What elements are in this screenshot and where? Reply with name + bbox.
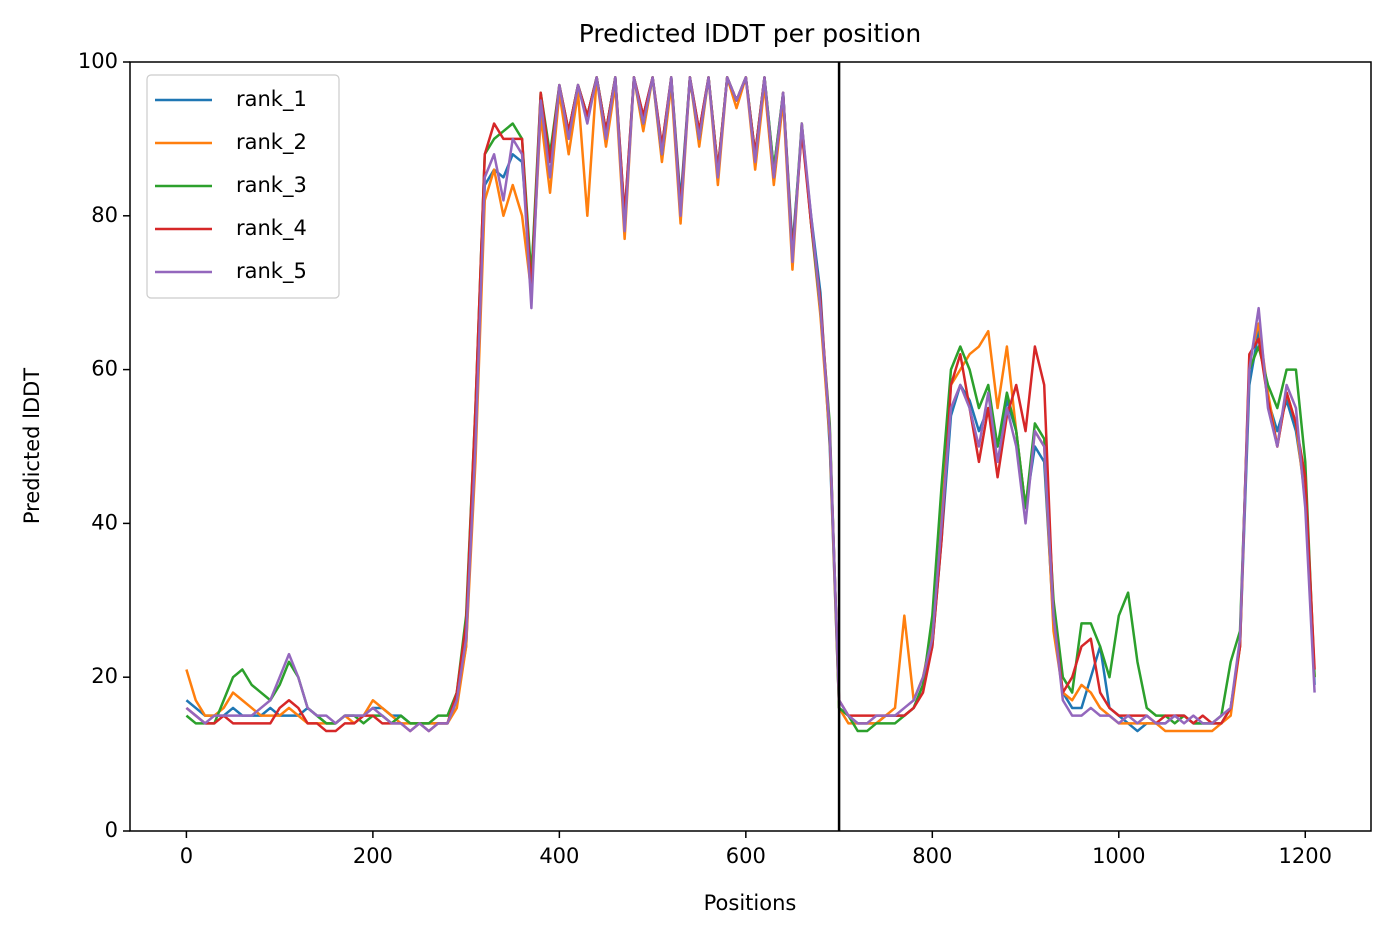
legend-label: rank_1 bbox=[236, 87, 307, 112]
series-line bbox=[185, 76, 1316, 733]
y-tick-label: 60 bbox=[91, 357, 118, 381]
y-tick-label: 20 bbox=[91, 664, 118, 688]
series-line bbox=[185, 76, 1316, 733]
legend-label: rank_3 bbox=[236, 173, 307, 198]
x-tick-label: 1000 bbox=[1092, 844, 1145, 868]
x-tick-label: 600 bbox=[726, 844, 766, 868]
x-tick-label: 1200 bbox=[1279, 844, 1332, 868]
x-axis-label: Positions bbox=[704, 891, 797, 915]
chart-title: Predicted lDDT per position bbox=[579, 19, 921, 48]
x-tick-label: 200 bbox=[353, 844, 393, 868]
plot-frame bbox=[129, 61, 1372, 832]
series-line bbox=[185, 76, 1316, 733]
y-tick-label: 100 bbox=[78, 49, 118, 73]
series-line bbox=[185, 76, 1316, 733]
y-axis-label: Predicted lDDT bbox=[20, 368, 44, 524]
y-tick-label: 40 bbox=[91, 510, 118, 534]
series-line bbox=[185, 76, 1316, 733]
x-tick-label: 800 bbox=[912, 844, 952, 868]
legend-label: rank_5 bbox=[236, 259, 307, 284]
y-tick-label: 80 bbox=[91, 203, 118, 227]
x-tick-label: 400 bbox=[539, 844, 579, 868]
legend-label: rank_4 bbox=[236, 216, 307, 241]
legend-box bbox=[146, 74, 340, 299]
legend-label: rank_2 bbox=[236, 130, 307, 155]
y-tick-label: 0 bbox=[105, 818, 118, 842]
x-tick-label: 0 bbox=[180, 844, 193, 868]
